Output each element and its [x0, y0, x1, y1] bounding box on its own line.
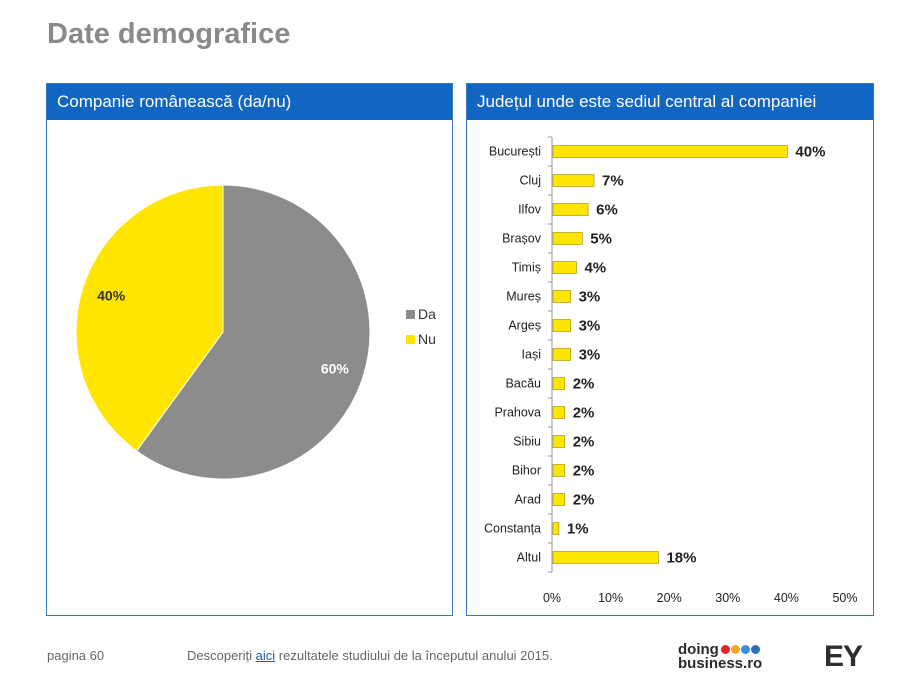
bar-category-label: Bihor: [512, 464, 541, 478]
bar-value-label: 2%: [573, 463, 595, 480]
bar-14: [552, 551, 659, 564]
bar-6: [552, 319, 571, 332]
pie-label-nu: 40%: [97, 288, 126, 304]
bar-value-label: 2%: [573, 376, 595, 393]
bar-category-label: Brașov: [502, 232, 542, 246]
bar-category-label: București: [489, 145, 541, 159]
bar-category-label: Sibiu: [513, 435, 541, 449]
page-number: pagina 60: [47, 648, 105, 663]
logo-dot: [740, 645, 750, 655]
bar-11: [552, 464, 566, 477]
logo-dot: [750, 645, 760, 655]
x-tick-label: 0%: [543, 591, 561, 605]
legend-item-da: Da: [418, 306, 436, 322]
bar-value-label: 40%: [795, 144, 825, 161]
pie-slice-nu: [75, 184, 224, 452]
bar-value-label: 3%: [579, 289, 601, 306]
bar-value-label: 2%: [573, 434, 595, 451]
logo-doing-text: doing: [678, 641, 719, 658]
bar-chart-panel: Județul unde este sediul central al comp…: [466, 83, 874, 616]
bar-category-label: Altul: [517, 551, 541, 565]
doingbusiness-logo[interactable]: doing business.ro: [678, 641, 763, 673]
legend-swatch-da: [406, 310, 415, 319]
logo-dots: [720, 643, 761, 657]
legend-swatch-nu: [406, 335, 415, 344]
bar-chart: București 40% Cluj 7% Ilfov 6% Brașov 5% Timiș 4%…: [484, 136, 858, 605]
bar-category-label: Mureș: [506, 290, 541, 304]
bar-category-label: Arad: [515, 493, 541, 507]
bar-category-label: Argeș: [508, 319, 541, 333]
logo-business-text: business.ro: [678, 655, 763, 673]
footer-text: Descoperiți aici rezultatele studiului d…: [187, 648, 553, 663]
bar-category-label: Timiș: [512, 261, 541, 275]
pie-chart-panel: Companie românească (da/nu) 60% 40% Da Nu: [46, 83, 453, 616]
pie-chart: 60% 40% Da Nu: [75, 184, 436, 480]
bar-2: [552, 203, 589, 216]
bar-value-label: 18%: [666, 550, 696, 567]
x-tick-label: 20%: [657, 591, 682, 605]
bar-0: [552, 145, 788, 158]
bar-value-label: 7%: [602, 173, 624, 190]
x-tick-label: 30%: [715, 591, 740, 605]
bar-category-label: Cluj: [519, 174, 541, 188]
bar-5: [552, 290, 571, 303]
bar-chart-title: Județul unde este sediul central al comp…: [467, 84, 873, 120]
logo-dot: [720, 645, 730, 655]
bar-category-label: Iași: [522, 348, 541, 362]
pie-label-da: 60%: [321, 360, 350, 376]
bar-13: [552, 522, 560, 535]
bar-12: [552, 493, 566, 506]
page-title: Date demografice: [47, 18, 291, 50]
footer-link[interactable]: aici: [255, 648, 276, 663]
ey-logo[interactable]: EY: [824, 640, 863, 673]
bar-7: [552, 348, 571, 361]
bar-1: [552, 174, 595, 187]
bar-value-label: 2%: [573, 405, 595, 422]
bar-category-label: Prahova: [494, 406, 541, 420]
x-tick-label: 50%: [832, 591, 857, 605]
bar-value-label: 5%: [590, 231, 612, 248]
bar-8: [552, 377, 566, 390]
bar-value-label: 3%: [579, 318, 601, 335]
bar-9: [552, 406, 566, 419]
bar-10: [552, 435, 566, 448]
bar-value-label: 2%: [573, 492, 595, 509]
legend-item-nu: Nu: [418, 331, 436, 347]
pie-chart-title: Companie românească (da/nu): [47, 84, 452, 120]
bar-category-label: Constanța: [484, 522, 541, 536]
bar-value-label: 6%: [596, 202, 618, 219]
bar-category-label: Bacău: [506, 377, 541, 391]
x-tick-label: 40%: [774, 591, 799, 605]
footer-text-after: rezultatele studiului de la începutul an…: [278, 648, 553, 663]
bar-value-label: 4%: [584, 260, 606, 277]
x-tick-label: 10%: [598, 591, 623, 605]
bar-4: [552, 261, 577, 274]
bar-3: [552, 232, 583, 245]
bar-value-label: 3%: [579, 347, 601, 364]
footer-text-before: Descoperiți: [187, 648, 253, 663]
bar-value-label: 1%: [567, 521, 589, 538]
bar-category-label: Ilfov: [518, 203, 542, 217]
logo-dot: [730, 645, 740, 655]
pie-slice-da: [135, 184, 371, 480]
